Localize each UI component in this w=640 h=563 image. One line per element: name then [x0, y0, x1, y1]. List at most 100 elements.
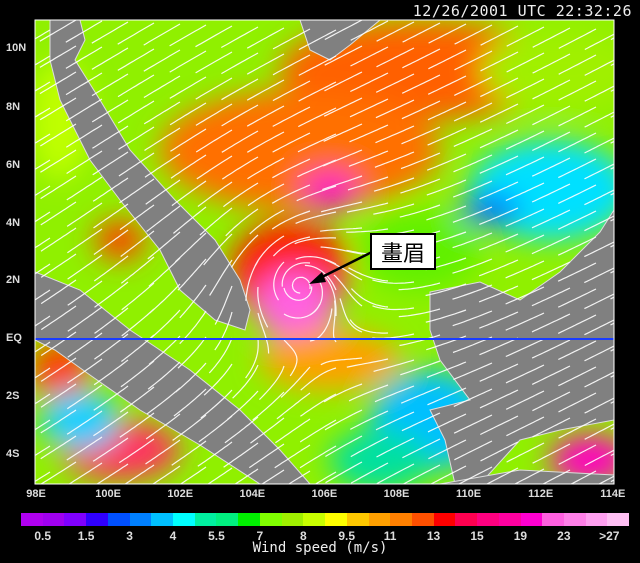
streamline — [375, 411, 415, 431]
streamlines — [35, 20, 614, 484]
streamline — [453, 414, 493, 434]
streamline — [169, 50, 207, 73]
streamline — [248, 443, 285, 469]
storm-pointer-arrow — [309, 250, 373, 284]
streamline — [610, 37, 614, 41]
streamline — [557, 288, 597, 308]
streamline — [429, 465, 467, 484]
streamline — [350, 46, 389, 67]
streamline — [584, 85, 614, 102]
colorbar-swatch — [498, 513, 521, 526]
streamline — [67, 332, 103, 358]
streamline — [35, 81, 51, 92]
streamline — [350, 288, 389, 308]
streamline — [398, 282, 441, 291]
streamline — [557, 210, 597, 230]
streamline — [610, 427, 614, 430]
streamline — [350, 72, 389, 93]
streamline — [505, 312, 545, 331]
colorbar-swatch — [194, 513, 217, 526]
streamline — [214, 311, 233, 351]
streamline — [146, 387, 181, 415]
streamline — [558, 444, 597, 465]
streamline — [454, 24, 493, 45]
streamline — [610, 140, 614, 144]
streamline — [272, 106, 311, 127]
streamline — [119, 412, 155, 438]
streamline — [92, 177, 129, 202]
streamline — [478, 285, 519, 303]
streamline — [35, 367, 51, 379]
streamline — [272, 236, 311, 257]
streamline — [479, 389, 519, 409]
streamline — [169, 76, 207, 99]
streamline — [454, 76, 493, 96]
streamline — [93, 411, 129, 437]
streamline — [117, 74, 155, 98]
colorbar-tick-label: 7 — [256, 529, 264, 543]
streamline — [300, 367, 337, 391]
streamline — [200, 389, 233, 419]
streamline — [258, 365, 285, 401]
streamline — [66, 150, 103, 175]
streamline — [426, 205, 467, 221]
streamline — [145, 413, 181, 440]
streamline — [400, 386, 441, 404]
streamline — [584, 267, 614, 284]
lat-label: EQ — [6, 332, 22, 344]
streamline — [452, 180, 493, 198]
streamline — [346, 358, 389, 368]
streamline — [304, 264, 337, 291]
streamline — [427, 413, 467, 433]
streamline — [558, 366, 597, 387]
streamline — [143, 75, 181, 99]
streamline — [261, 469, 285, 484]
streamline — [322, 149, 363, 167]
streamline — [584, 345, 614, 362]
streamline — [479, 207, 519, 225]
streamline — [428, 23, 467, 44]
streamline — [214, 285, 233, 325]
streamline — [610, 374, 614, 378]
streamline — [350, 20, 389, 41]
streamline — [170, 128, 207, 152]
streamline — [427, 127, 467, 146]
streamline — [532, 417, 571, 438]
streamline — [221, 130, 259, 153]
streamline — [398, 308, 441, 318]
streamline — [223, 442, 259, 468]
streamline — [67, 280, 103, 306]
streamline — [249, 209, 285, 235]
streamline — [485, 467, 519, 484]
streamline — [610, 166, 614, 170]
streamline — [453, 362, 493, 381]
colorbar — [21, 513, 630, 526]
streamline — [401, 126, 441, 145]
lat-label: 8N — [6, 101, 21, 113]
colorbar-tick-label: 11 — [383, 529, 397, 543]
streamline — [148, 335, 181, 365]
streamline — [584, 137, 614, 154]
streamline — [532, 391, 571, 412]
streamline — [195, 129, 233, 153]
streamline — [478, 233, 519, 251]
streamline — [584, 33, 614, 51]
lat-label: 6N — [6, 159, 21, 171]
streamline — [35, 211, 51, 223]
streamline — [320, 201, 363, 213]
streamline — [584, 371, 614, 388]
streamline — [558, 340, 597, 361]
streamline — [65, 20, 103, 43]
streamline — [375, 99, 415, 119]
streamline — [197, 441, 233, 467]
colorbar-tick-label: 13 — [426, 529, 441, 543]
streamline — [426, 361, 467, 378]
streamline — [283, 286, 313, 301]
streamline — [349, 124, 389, 143]
streamline — [325, 435, 363, 458]
streamline — [230, 234, 259, 268]
streamline — [479, 337, 519, 356]
streamline — [272, 132, 311, 153]
streamline — [453, 102, 493, 122]
streamline — [480, 441, 519, 462]
